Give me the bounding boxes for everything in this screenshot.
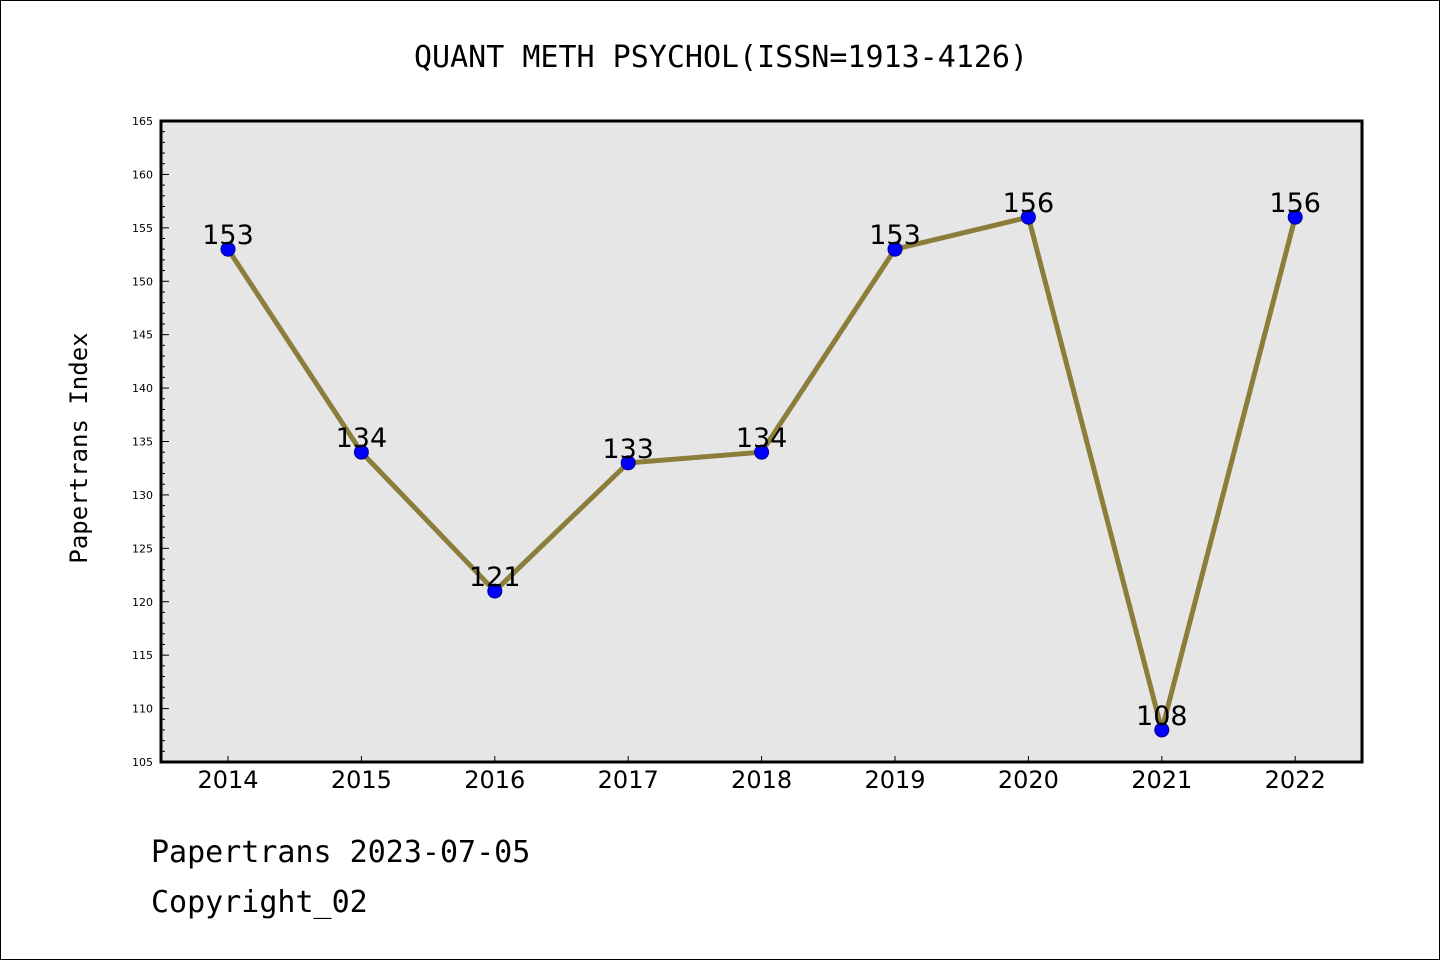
data-point-marker bbox=[1020, 209, 1036, 225]
data-label: 134 bbox=[736, 423, 788, 454]
x-tick-label: 2021 bbox=[1131, 766, 1192, 794]
data-label: 153 bbox=[202, 220, 254, 251]
x-axis-ticks: 2014 2015 2016 2017 2018 2019 2020 2021 2022 bbox=[197, 756, 1326, 794]
y-tick-label: 130 bbox=[132, 489, 153, 502]
plot-area bbox=[159, 119, 1364, 764]
y-tick-label: 125 bbox=[132, 542, 153, 555]
y-axis-ticks: 105 110 115 120 125 130 135 140 145 150 155 160 165 bbox=[132, 115, 169, 769]
y-tick-label: 165 bbox=[132, 115, 153, 128]
series-layer: 153 134 121 133 134 153 156 108 156 bbox=[202, 188, 1321, 738]
x-tick-label: 2018 bbox=[731, 766, 792, 794]
data-label: 153 bbox=[869, 220, 921, 251]
y-tick-label: 140 bbox=[132, 382, 153, 395]
data-point-marker bbox=[1154, 722, 1170, 738]
chart-title: QUANT METH PSYCHOL(ISSN=1913-4126) bbox=[414, 40, 1028, 75]
data-label: 156 bbox=[1269, 188, 1321, 219]
footer-date: Papertrans 2023-07-05 bbox=[151, 835, 531, 870]
x-tick-label: 2015 bbox=[331, 766, 392, 794]
data-label: 108 bbox=[1136, 701, 1188, 732]
data-point-marker bbox=[754, 444, 770, 460]
y-tick-label: 155 bbox=[132, 222, 153, 235]
y-tick-label: 160 bbox=[132, 168, 153, 181]
y-tick-label: 105 bbox=[132, 756, 153, 769]
y-tick-label: 150 bbox=[132, 275, 153, 288]
data-point-marker bbox=[887, 241, 903, 257]
x-tick-label: 2019 bbox=[864, 766, 925, 794]
y-axis-label: Papertrans Index bbox=[65, 332, 93, 563]
data-point-marker bbox=[487, 583, 503, 599]
x-tick-label: 2022 bbox=[1265, 766, 1326, 794]
data-label: 134 bbox=[336, 423, 388, 454]
x-tick-label: 2020 bbox=[998, 766, 1059, 794]
y-tick-label: 135 bbox=[132, 436, 153, 449]
data-label: 133 bbox=[602, 434, 654, 465]
data-point-marker bbox=[620, 455, 636, 471]
data-label: 121 bbox=[469, 562, 521, 593]
data-point-marker bbox=[1287, 209, 1303, 225]
y-tick-label: 120 bbox=[132, 596, 153, 609]
x-tick-label: 2017 bbox=[598, 766, 659, 794]
x-tick-label: 2014 bbox=[197, 766, 258, 794]
data-point-marker bbox=[220, 241, 236, 257]
footer-copyright: Copyright_02 bbox=[151, 885, 368, 920]
y-tick-label: 110 bbox=[132, 703, 153, 716]
y-tick-label: 145 bbox=[132, 329, 153, 342]
y-tick-label: 115 bbox=[132, 649, 153, 662]
x-tick-label: 2016 bbox=[464, 766, 525, 794]
data-point-marker bbox=[353, 444, 369, 460]
data-label: 156 bbox=[1003, 188, 1055, 219]
